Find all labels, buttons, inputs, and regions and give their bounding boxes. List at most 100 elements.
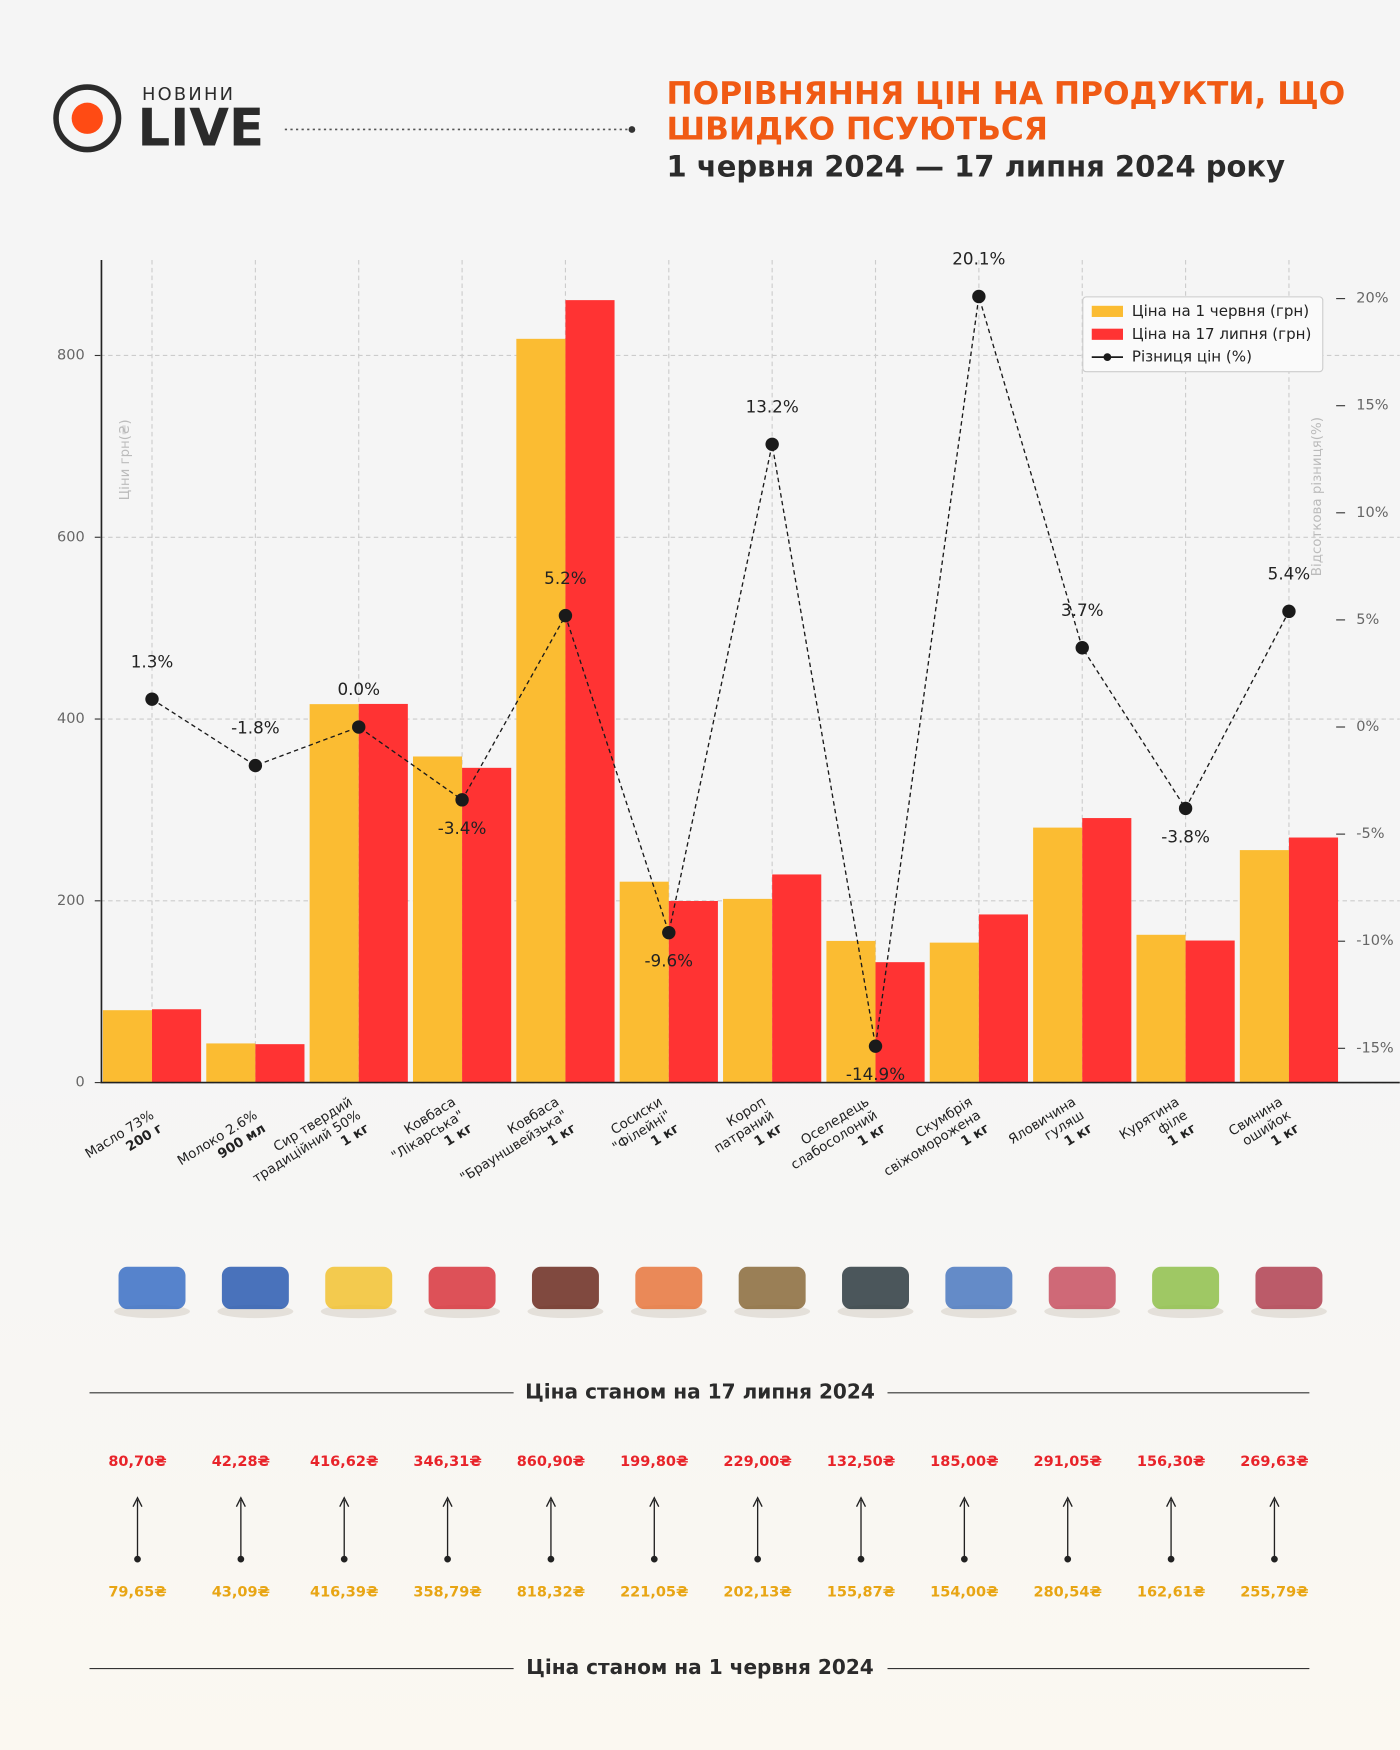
price-arrow-dot bbox=[650, 1555, 658, 1563]
difference-point bbox=[765, 437, 779, 451]
price-arrow-head bbox=[1269, 1496, 1280, 1507]
bar bbox=[516, 338, 566, 1083]
difference-point bbox=[248, 758, 263, 773]
bar bbox=[309, 704, 359, 1083]
old-price: 818,32₴ bbox=[517, 1585, 585, 1601]
product-image bbox=[118, 1266, 186, 1310]
new-price: 860,90₴ bbox=[517, 1454, 585, 1470]
bar bbox=[1082, 818, 1132, 1083]
difference-label: -9.6% bbox=[645, 951, 694, 971]
bar bbox=[102, 1010, 153, 1083]
chart-title: ПОРІВНЯННЯ ЦІН НА ПРОДУКТИ, ЩО bbox=[667, 76, 1346, 112]
category-label: Ковбаса"Лікарська"1 кг bbox=[389, 1094, 475, 1164]
old-price: 358,79₴ bbox=[413, 1585, 481, 1601]
old-price: 255,79₴ bbox=[1240, 1585, 1308, 1601]
new-price: 185,00₴ bbox=[930, 1454, 998, 1470]
difference-point bbox=[145, 692, 159, 706]
bar bbox=[206, 1043, 256, 1083]
legend-label: Ціна на 17 липня (грн) bbox=[1132, 325, 1311, 343]
price-arrow-head bbox=[545, 1496, 556, 1507]
category-label: Сосиски"Філейні"1 кг bbox=[609, 1095, 682, 1156]
y-tick-label: 400 bbox=[57, 711, 85, 727]
difference-label: -1.8% bbox=[231, 718, 280, 738]
old-price: 221,05₴ bbox=[620, 1585, 688, 1601]
legend-label: Різниця цін (%) bbox=[1132, 348, 1252, 366]
y2-tick-label: -10% bbox=[1356, 933, 1393, 949]
y-tick-label: 0 bbox=[75, 1075, 84, 1091]
difference-point bbox=[558, 608, 573, 623]
bar bbox=[619, 881, 669, 1083]
price-arrow-dot bbox=[1064, 1555, 1072, 1563]
bar bbox=[1239, 850, 1289, 1083]
bar bbox=[1185, 940, 1235, 1083]
brand: LIVE bbox=[138, 99, 265, 159]
difference-point bbox=[662, 925, 676, 940]
category-label: Масло 73%200 г bbox=[83, 1108, 165, 1162]
header-rule-dot bbox=[628, 126, 636, 133]
difference-point bbox=[972, 289, 986, 304]
price-arrow-head bbox=[1166, 1496, 1177, 1507]
old-price: 280,54₴ bbox=[1034, 1585, 1102, 1601]
logo-ring bbox=[53, 84, 122, 153]
bar bbox=[1033, 827, 1083, 1083]
section-heading: Ціна станом на 1 червня 2024 bbox=[526, 1655, 874, 1679]
difference-label: -3.4% bbox=[438, 818, 487, 838]
logo-dot bbox=[71, 102, 103, 134]
bar bbox=[462, 767, 512, 1083]
difference-point bbox=[868, 1039, 883, 1053]
old-price: 416,39₴ bbox=[310, 1585, 378, 1601]
difference-point bbox=[352, 720, 366, 734]
chart-title: ШВИДКО ПСУЮТЬСЯ bbox=[667, 112, 1048, 148]
y2-tick-label: 0% bbox=[1356, 719, 1379, 735]
old-price: 155,87₴ bbox=[827, 1585, 895, 1601]
price-arrow-dot bbox=[444, 1555, 451, 1563]
bar bbox=[978, 914, 1028, 1083]
new-price: 229,00₴ bbox=[723, 1454, 791, 1470]
bar bbox=[412, 756, 463, 1083]
legend-swatch-dot bbox=[1103, 353, 1112, 362]
old-price: 154,00₴ bbox=[930, 1585, 998, 1601]
bar bbox=[723, 898, 773, 1083]
old-price: 43,09₴ bbox=[212, 1585, 270, 1601]
y2-tick-label: -5% bbox=[1356, 826, 1384, 842]
price-arrow-dot bbox=[237, 1555, 245, 1563]
product-image bbox=[635, 1266, 703, 1310]
price-arrow-head bbox=[442, 1496, 453, 1507]
bar bbox=[1288, 837, 1339, 1083]
y-tick-label: 800 bbox=[57, 347, 85, 363]
new-price: 80,70₴ bbox=[108, 1454, 166, 1470]
product-image bbox=[1255, 1266, 1323, 1310]
legend-box bbox=[1082, 296, 1324, 373]
section-heading: Ціна станом на 17 липня 2024 bbox=[525, 1379, 875, 1403]
y2-tick-label: 20% bbox=[1356, 291, 1388, 307]
brand-top: НОВИНИ bbox=[142, 84, 235, 105]
product-image bbox=[738, 1266, 806, 1310]
new-price: 156,30₴ bbox=[1137, 1454, 1205, 1470]
price-arrow-head bbox=[959, 1496, 970, 1507]
difference-label: 3.7% bbox=[1061, 600, 1104, 620]
bar bbox=[929, 942, 979, 1083]
price-arrow-dot bbox=[961, 1555, 968, 1563]
y-tick-label: 600 bbox=[57, 529, 85, 545]
y2-tick-label: 5% bbox=[1356, 612, 1379, 628]
old-price: 162,61₴ bbox=[1137, 1585, 1205, 1601]
product-image bbox=[1048, 1266, 1116, 1310]
price-arrow-dot bbox=[1271, 1555, 1278, 1563]
price-arrow-dot bbox=[1167, 1555, 1175, 1563]
price-arrow-dot bbox=[857, 1555, 865, 1563]
price-arrow-head bbox=[132, 1496, 143, 1507]
price-arrow-head bbox=[1062, 1496, 1073, 1507]
product-image bbox=[428, 1266, 496, 1310]
difference-label: 5.2% bbox=[544, 568, 587, 588]
price-arrow-head bbox=[752, 1496, 763, 1507]
bar bbox=[152, 1009, 202, 1083]
price-arrow-dot bbox=[134, 1555, 141, 1563]
